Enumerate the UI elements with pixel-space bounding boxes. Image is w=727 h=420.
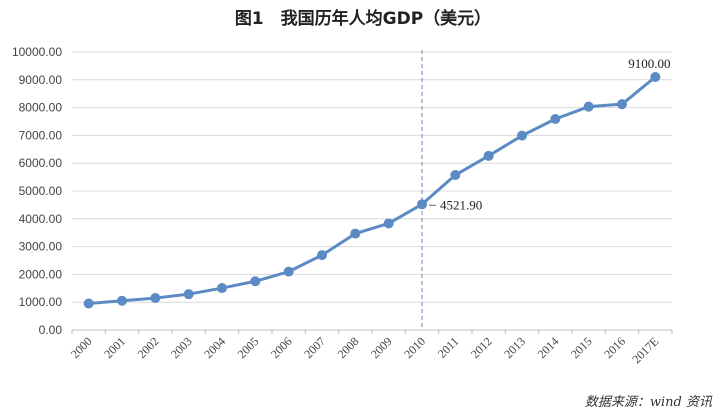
data-point [117, 295, 127, 306]
data-point [617, 99, 627, 110]
x-tick-label: 2016 [601, 334, 628, 361]
x-tick-label: 2009 [368, 334, 395, 361]
x-tick-label: 2003 [168, 334, 195, 361]
data-point [83, 298, 94, 309]
data-point [417, 199, 427, 210]
x-tick-label: 2004 [201, 334, 228, 361]
x-tick-label: 2001 [101, 334, 128, 361]
data-label: 9100.00 [628, 56, 670, 71]
y-tick-label: 9000.00 [19, 73, 63, 87]
data-point [483, 150, 494, 161]
y-axis: 0.00 1000.00 2000.00 3000.00 4000.00 5000.00 6… [12, 45, 62, 337]
y-tick-label: 5000.00 [19, 184, 63, 198]
x-tick-label: 2006 [268, 334, 295, 361]
source-note: 数据来源：wind 资讯 [585, 395, 713, 410]
y-tick-label: 4000.00 [19, 212, 63, 226]
data-point [183, 289, 194, 300]
y-tick-label: 2000.00 [19, 267, 63, 281]
x-axis: 2000 2001 2002 2003 2004 2005 2006 2007 2008 2009… [68, 330, 673, 366]
x-tick-label: 2017E [629, 334, 661, 366]
data-label: 4521.90 [440, 197, 482, 212]
data-point [217, 283, 227, 294]
y-tick-label: 10000.00 [12, 45, 62, 59]
y-tick-label: 3000.00 [19, 240, 63, 254]
chart-title: 图1 我国历年人均GDP（美元） [235, 8, 491, 29]
data-point [450, 170, 461, 181]
data-point [283, 266, 294, 277]
x-tick-label: 2007 [301, 334, 328, 361]
grid-layer [72, 51, 672, 331]
x-tick-label: 2013 [501, 334, 528, 361]
x-tick-label: 2000 [68, 334, 95, 361]
data-point [317, 250, 327, 261]
data-point [517, 130, 527, 141]
x-tick-label: 2010 [401, 334, 428, 361]
y-tick-label: 8000.00 [19, 101, 63, 115]
data-point [150, 293, 161, 304]
series-layer [83, 72, 661, 309]
y-tick-label: 6000.00 [19, 156, 63, 170]
x-tick-label: 2005 [235, 334, 262, 361]
x-tick-label: 2011 [435, 334, 462, 361]
y-tick-label: 1000.00 [19, 295, 63, 309]
data-point [350, 228, 361, 239]
x-tick-label: 2002 [135, 334, 162, 361]
annotation-layer: 4521.90 9100.00 [429, 56, 670, 212]
y-tick-label: 7000.00 [19, 128, 63, 142]
x-tick-label: 2014 [535, 334, 562, 361]
x-tick-label: 2015 [568, 334, 595, 361]
y-tick-label: 0.00 [39, 323, 63, 337]
data-point [550, 113, 561, 124]
data-point [383, 218, 394, 229]
data-point [583, 101, 594, 112]
x-tick-label: 2008 [335, 334, 362, 361]
data-point [250, 276, 261, 287]
series-line [87, 75, 657, 305]
x-tick-label: 2012 [468, 334, 495, 361]
data-point [650, 72, 661, 83]
